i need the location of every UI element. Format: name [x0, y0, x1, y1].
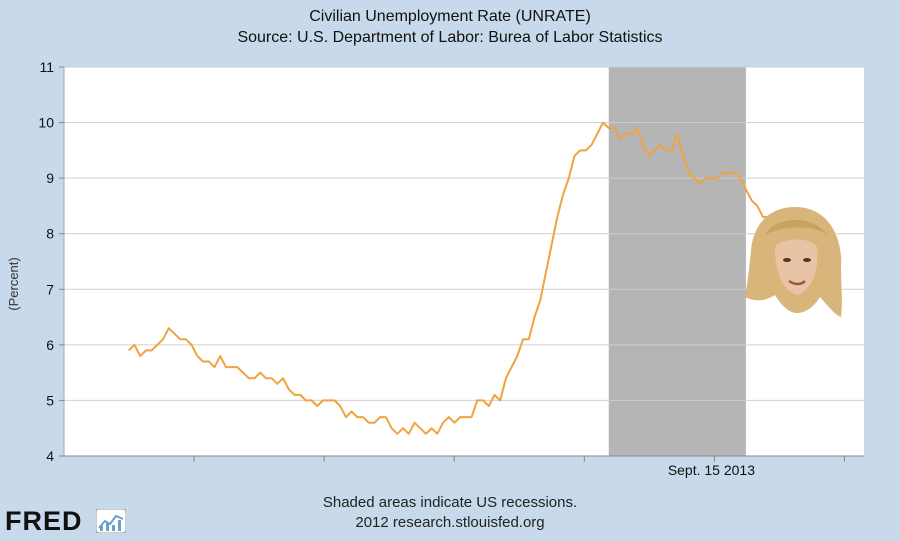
y-tick-label: 5 — [46, 392, 54, 408]
fred-chart-icon — [96, 509, 126, 533]
series-line — [128, 121, 810, 435]
chart-subtitle: Source: U.S. Department of Labor: Burea … — [237, 29, 663, 46]
title-block: Civilian Unemployment Rate (UNRATE) Sour… — [0, 6, 900, 48]
copyright-note: 2012 research.stlouisfed.org — [355, 514, 545, 531]
x-tick-label: Sept. 15 2013 — [668, 462, 755, 478]
y-tick-label: 7 — [46, 281, 54, 297]
recession-note: Shaded areas indicate US recessions. — [322, 494, 578, 511]
y-tick-label: 6 — [46, 337, 54, 353]
y-tick-label: 10 — [38, 115, 54, 131]
y-tick-label: 8 — [46, 226, 54, 242]
y-tick-label: 11 — [39, 59, 54, 75]
y-tick-label: 4 — [46, 448, 54, 464]
person-photo — [745, 207, 842, 317]
chart-title: Civilian Unemployment Rate (UNRATE) — [309, 8, 591, 25]
y-tick-label: 9 — [46, 170, 54, 186]
fred-logo: FRED — [5, 506, 83, 536]
y-axis-label: (Percent) — [6, 257, 21, 310]
recession-band — [608, 67, 746, 456]
